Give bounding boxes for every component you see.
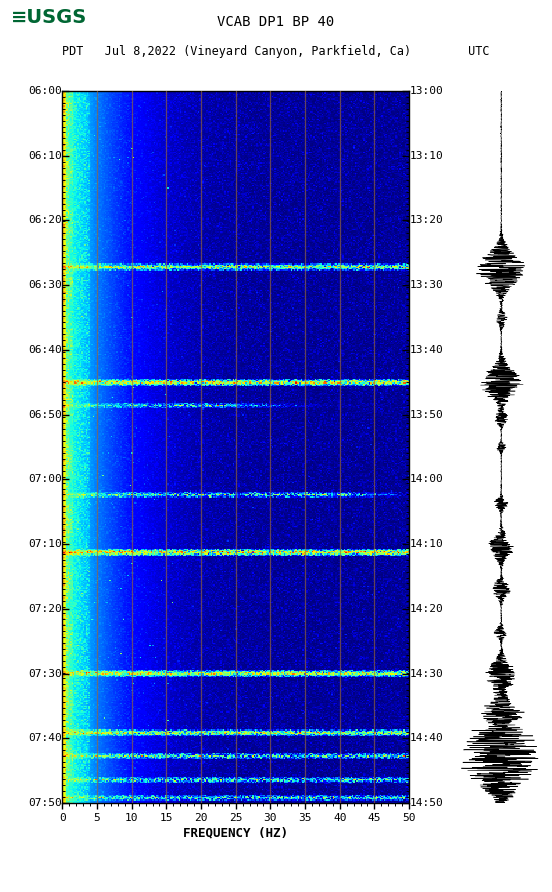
Text: 13:50: 13:50 <box>410 409 444 419</box>
Text: 14:40: 14:40 <box>410 733 444 743</box>
Text: 07:00: 07:00 <box>29 475 62 484</box>
Text: 13:30: 13:30 <box>410 280 444 290</box>
X-axis label: FREQUENCY (HZ): FREQUENCY (HZ) <box>183 826 288 839</box>
Text: 07:40: 07:40 <box>29 733 62 743</box>
Text: 06:50: 06:50 <box>29 409 62 419</box>
Text: 07:50: 07:50 <box>29 798 62 808</box>
Text: 14:20: 14:20 <box>410 604 444 614</box>
Text: 14:10: 14:10 <box>410 539 444 549</box>
Text: 06:30: 06:30 <box>29 280 62 290</box>
Text: 06:20: 06:20 <box>29 215 62 226</box>
Text: 06:00: 06:00 <box>29 86 62 96</box>
Text: 07:30: 07:30 <box>29 669 62 679</box>
Text: VCAB DP1 BP 40: VCAB DP1 BP 40 <box>217 15 335 29</box>
Text: 13:20: 13:20 <box>410 215 444 226</box>
Text: ≡USGS: ≡USGS <box>11 8 87 27</box>
Text: 07:10: 07:10 <box>29 539 62 549</box>
Text: 13:10: 13:10 <box>410 151 444 161</box>
Text: 07:20: 07:20 <box>29 604 62 614</box>
Text: 06:10: 06:10 <box>29 151 62 161</box>
Text: 13:00: 13:00 <box>410 86 444 96</box>
Text: 13:40: 13:40 <box>410 345 444 355</box>
Text: 14:30: 14:30 <box>410 669 444 679</box>
Text: PDT   Jul 8,2022 (Vineyard Canyon, Parkfield, Ca)        UTC: PDT Jul 8,2022 (Vineyard Canyon, Parkfie… <box>62 45 490 58</box>
Text: 06:40: 06:40 <box>29 345 62 355</box>
Text: 14:50: 14:50 <box>410 798 444 808</box>
Text: 14:00: 14:00 <box>410 475 444 484</box>
